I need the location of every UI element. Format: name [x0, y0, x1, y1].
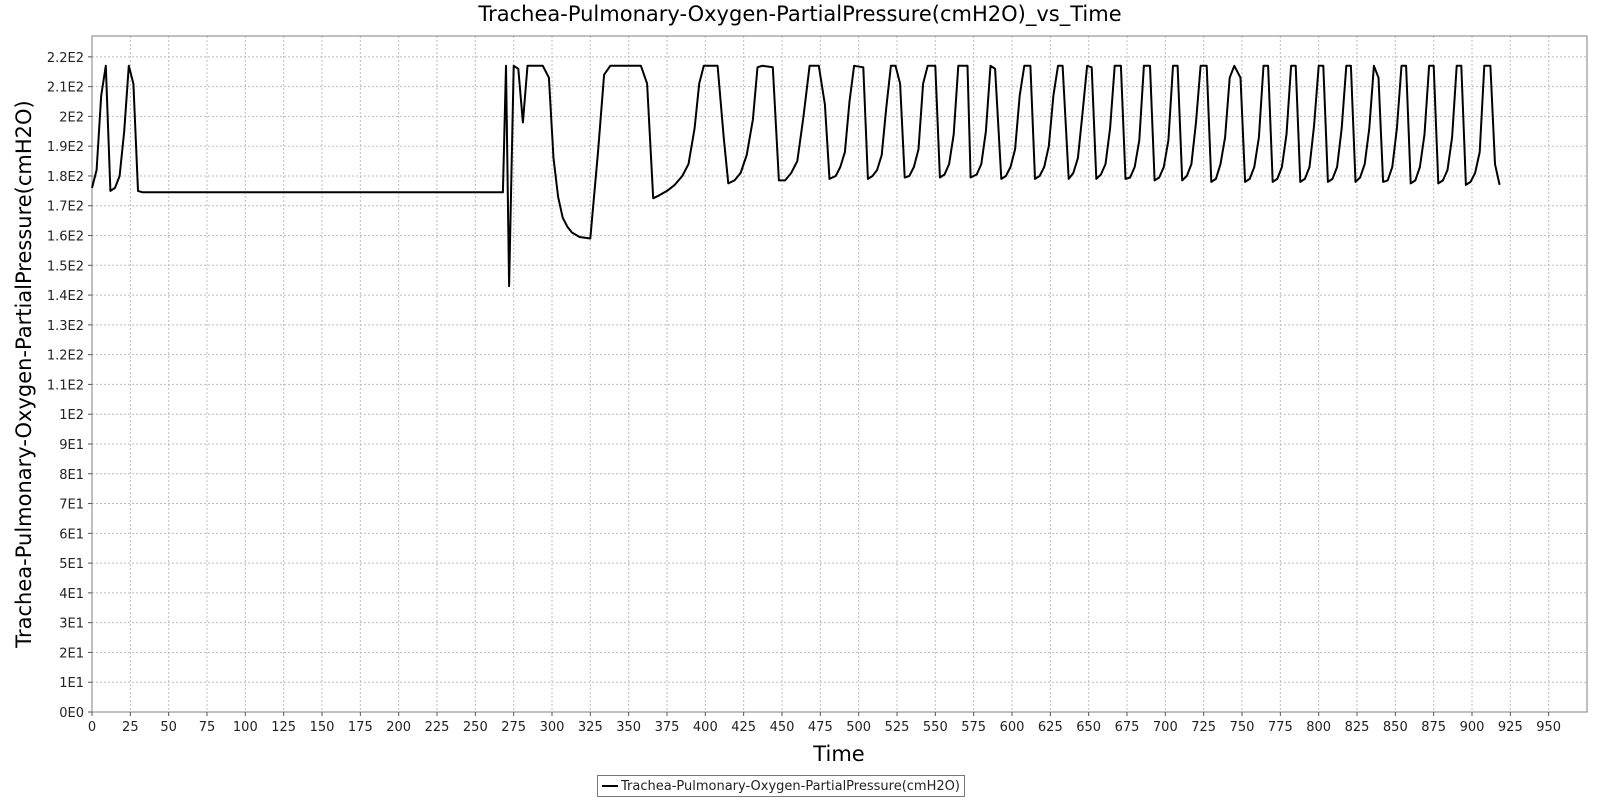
chart-title: Trachea-Pulmonary-Oxygen-PartialPressure… [478, 2, 1122, 26]
legend: Trachea-Pulmonary-Oxygen-PartialPressure… [597, 775, 965, 797]
y-tick-label: 2E1 [59, 646, 84, 661]
x-tick-label: 350 [616, 720, 641, 735]
x-tick-label: 950 [1536, 720, 1561, 735]
x-tick-label: 275 [501, 720, 526, 735]
y-tick-label: 1.5E2 [47, 259, 84, 274]
x-tick-label: 0 [88, 720, 96, 735]
y-tick-label: 2E2 [59, 110, 84, 125]
x-tick-label: 200 [386, 720, 411, 735]
x-tick-label: 750 [1230, 720, 1255, 735]
y-tick-label: 1E2 [59, 408, 84, 423]
y-tick-label: 1.2E2 [47, 349, 84, 364]
x-tick-label: 75 [199, 720, 216, 735]
x-axis-label: Time [812, 742, 864, 766]
y-tick-label: 6E1 [59, 527, 84, 542]
x-tick-label: 475 [808, 720, 833, 735]
x-tick-label: 850 [1383, 720, 1408, 735]
x-tick-label: 650 [1076, 720, 1101, 735]
y-tick-label: 2.1E2 [47, 81, 84, 96]
legend-label: Trachea-Pulmonary-Oxygen-PartialPressure… [621, 778, 960, 794]
y-tick-label: 1.9E2 [47, 140, 84, 155]
y-tick-label: 1.8E2 [47, 170, 84, 185]
y-tick-label: 8E1 [59, 468, 84, 483]
y-tick-label: 1.3E2 [47, 319, 84, 334]
y-tick-label: 1.1E2 [47, 378, 84, 393]
y-tick-label: 2.2E2 [47, 51, 84, 66]
grid-layer [91, 36, 1587, 713]
y-axis-label: Trachea-Pulmonary-Oxygen-PartialPressure… [12, 100, 36, 649]
x-axis-ticks: 0 25 50 75 100 125 150 175 200 225 250 275 300 325 350… [88, 712, 1561, 735]
x-tick-label: 100 [233, 720, 258, 735]
x-tick-label: 925 [1498, 720, 1523, 735]
x-tick-label: 175 [348, 720, 373, 735]
x-tick-label: 325 [578, 720, 603, 735]
x-tick-label: 600 [1000, 720, 1025, 735]
x-tick-label: 875 [1421, 720, 1446, 735]
x-tick-label: 250 [463, 720, 488, 735]
y-tick-label: 1.4E2 [47, 289, 84, 304]
y-tick-label: 4E1 [59, 587, 84, 602]
x-tick-label: 425 [731, 720, 756, 735]
x-tick-label: 800 [1306, 720, 1331, 735]
y-axis-ticks: 0E0 1E1 2E1 3E1 4E1 5E1 6E1 7E1 8E1 9E1 1E2 1.1E2 1.… [47, 51, 92, 721]
x-tick-label: 375 [655, 720, 680, 735]
y-tick-label: 1.6E2 [47, 230, 84, 245]
x-tick-label: 625 [1038, 720, 1063, 735]
x-tick-label: 150 [310, 720, 335, 735]
y-tick-label: 1.7E2 [47, 200, 84, 215]
x-tick-label: 400 [693, 720, 718, 735]
x-tick-label: 525 [885, 720, 910, 735]
series-layer [91, 64, 1501, 288]
x-tick-label: 225 [425, 720, 450, 735]
y-tick-label: 7E1 [59, 498, 84, 513]
x-tick-label: 450 [770, 720, 795, 735]
x-tick-label: 675 [1115, 720, 1140, 735]
x-tick-label: 900 [1460, 720, 1485, 735]
x-tick-label: 775 [1268, 720, 1293, 735]
y-tick-label: 1E1 [59, 676, 84, 691]
x-tick-label: 25 [122, 720, 139, 735]
y-tick-label: 5E1 [59, 557, 84, 572]
x-tick-label: 500 [846, 720, 871, 735]
y-tick-label: 0E0 [59, 706, 84, 721]
x-tick-label: 550 [923, 720, 948, 735]
plot-frame [91, 35, 1588, 713]
x-tick-label: 725 [1191, 720, 1216, 735]
x-tick-label: 700 [1153, 720, 1178, 735]
series-line [91, 64, 1501, 288]
x-tick-label: 50 [160, 720, 177, 735]
legend-line-swatch [602, 785, 618, 787]
y-tick-label: 9E1 [59, 438, 84, 453]
x-tick-label: 575 [961, 720, 986, 735]
x-tick-label: 125 [271, 720, 296, 735]
x-tick-label: 300 [540, 720, 565, 735]
x-tick-label: 825 [1345, 720, 1370, 735]
y-tick-label: 3E1 [59, 617, 84, 632]
